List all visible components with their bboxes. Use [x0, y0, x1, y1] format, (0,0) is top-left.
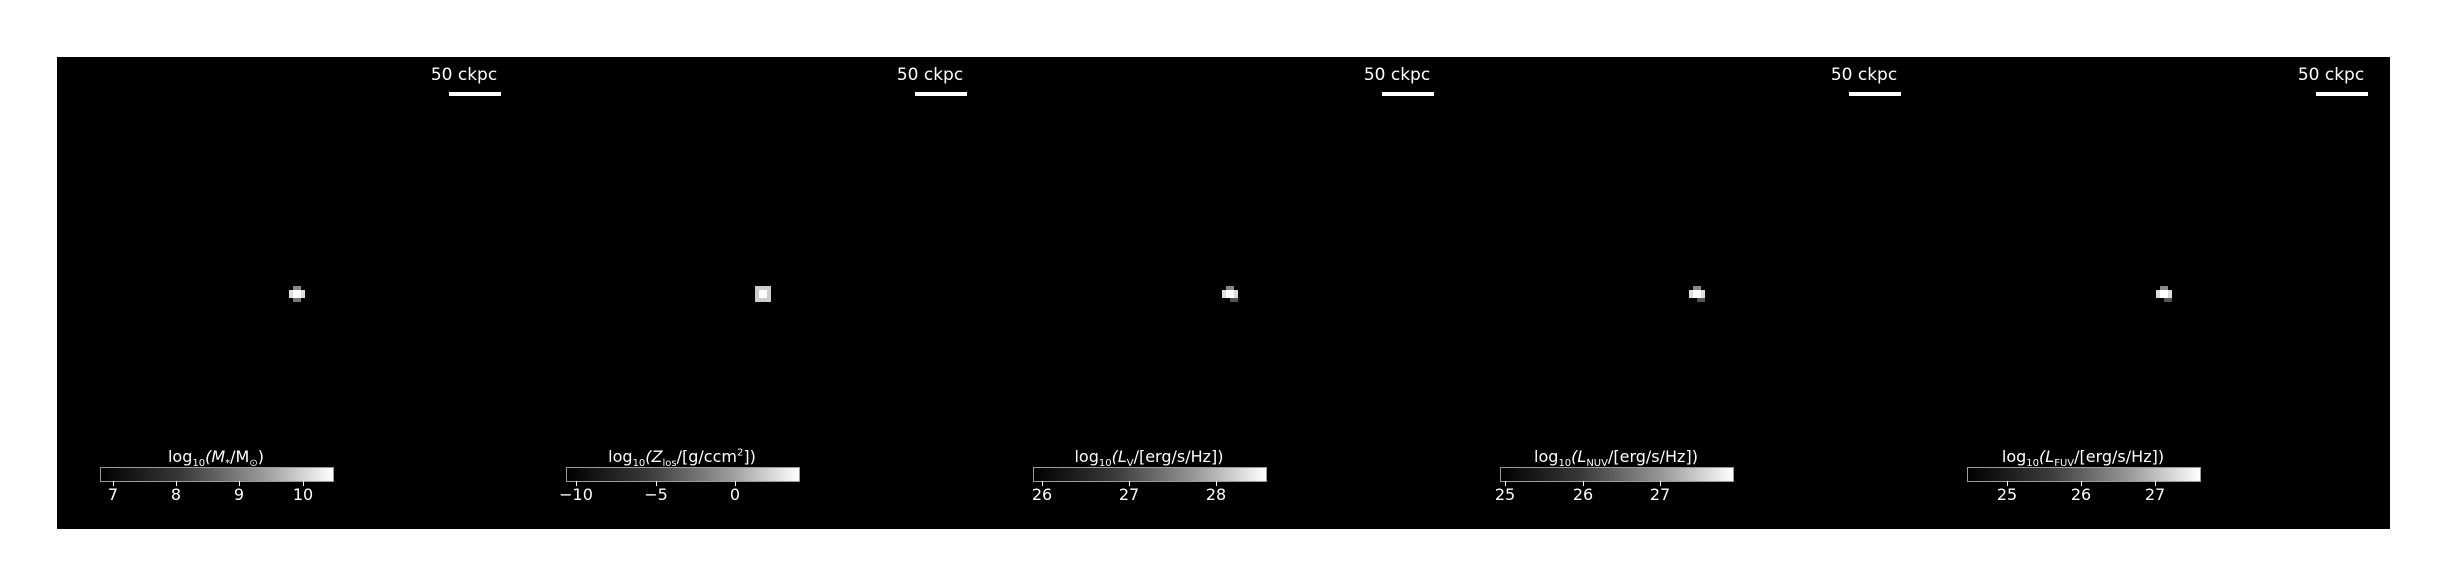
colorbar-tick	[176, 481, 177, 486]
colorbar-tick-label: 27	[1649, 485, 1671, 504]
galaxy-image	[2156, 286, 2172, 302]
colorbar-title: log10(LFUV/[erg/s/Hz])	[2001, 447, 2165, 470]
colorbar	[1033, 467, 1267, 482]
colorbar-tick-label: 8	[170, 485, 182, 504]
galaxy-image	[289, 286, 305, 302]
colorbar-tick-label: −5	[644, 485, 668, 504]
colorbar-tick-label: 26	[2070, 485, 2092, 504]
colorbar-title: log10(LV/[erg/s/Hz])	[1074, 447, 1224, 470]
panel-metallicity: 50 ckpc log10(Zlos/[g/ccm2]) −10 −5 0	[523, 57, 989, 529]
colorbar-tick-label: 7	[107, 485, 119, 504]
colorbar-tick	[2081, 481, 2082, 486]
scale-bar-label: 50 ckpc	[1830, 65, 1898, 85]
panel-lum-fuv: 50 ckpc log10(LFUV/[erg/s/Hz]) 25 26 27	[1924, 57, 2390, 529]
panel-lum-v: 50 ckpc log10(LV/[erg/s/Hz]) 26 27 28	[990, 57, 1456, 529]
colorbar	[566, 467, 800, 482]
colorbar-tick	[735, 481, 736, 486]
scale-bar	[449, 92, 501, 96]
colorbar-tick	[1129, 481, 1130, 486]
colorbar-tick	[1505, 481, 1506, 486]
colorbar-tick-label: 28	[1205, 485, 1227, 504]
colorbar-tick	[113, 481, 114, 486]
colorbar-tick	[576, 481, 577, 486]
colorbar-tick-label: 10	[292, 485, 314, 504]
colorbar-title: log10(LNUV/[erg/s/Hz])	[1534, 447, 1698, 470]
colorbar-tick-label: 0	[729, 485, 741, 504]
scale-bar-label: 50 ckpc	[430, 65, 498, 85]
scale-bar-label: 50 ckpc	[1363, 65, 1431, 85]
panel-stellar-mass: 50 ckpc log10(M*/M⊙) 7 8 9 10	[57, 57, 523, 529]
colorbar-tick	[1660, 481, 1661, 486]
colorbar-tick	[656, 481, 657, 486]
colorbar-tick	[2155, 481, 2156, 486]
colorbar-tick	[1583, 481, 1584, 486]
scale-bar	[915, 92, 967, 96]
colorbar-tick-label: 25	[1494, 485, 1516, 504]
galaxy-image	[1222, 286, 1238, 302]
colorbar-tick	[239, 481, 240, 486]
colorbar-tick-label: 27	[1118, 485, 1140, 504]
colorbar-tick-label: 25	[1996, 485, 2018, 504]
scale-bar-label: 50 ckpc	[2297, 65, 2365, 85]
scale-bar	[1849, 92, 1901, 96]
colorbar-tick	[1216, 481, 1217, 486]
colorbar-title: log10(M*/M⊙)	[167, 447, 264, 470]
colorbar-tick-label: 26	[1031, 485, 1053, 504]
colorbar-tick-label: −10	[559, 485, 593, 504]
colorbar-tick	[303, 481, 304, 486]
colorbar-tick-label: 9	[233, 485, 245, 504]
colorbar-tick	[2007, 481, 2008, 486]
colorbar	[1500, 467, 1734, 482]
colorbar-title: log10(Zlos/[g/ccm2])	[608, 447, 756, 470]
colorbar	[100, 467, 334, 482]
panel-lum-nuv: 50 ckpc log10(LNUV/[erg/s/Hz]) 25 26 27	[1457, 57, 1923, 529]
scale-bar-label: 50 ckpc	[896, 65, 964, 85]
scale-bar	[2316, 92, 2368, 96]
colorbar-tick-label: 27	[2144, 485, 2166, 504]
scale-bar	[1382, 92, 1434, 96]
figure: 50 ckpc log10(M*/M⊙) 7 8 9 10 50 ckpc lo…	[57, 57, 2390, 529]
colorbar-tick-label: 26	[1572, 485, 1594, 504]
colorbar-tick	[1042, 481, 1043, 486]
galaxy-image	[755, 286, 771, 302]
galaxy-image	[1689, 286, 1705, 302]
colorbar	[1967, 467, 2201, 482]
